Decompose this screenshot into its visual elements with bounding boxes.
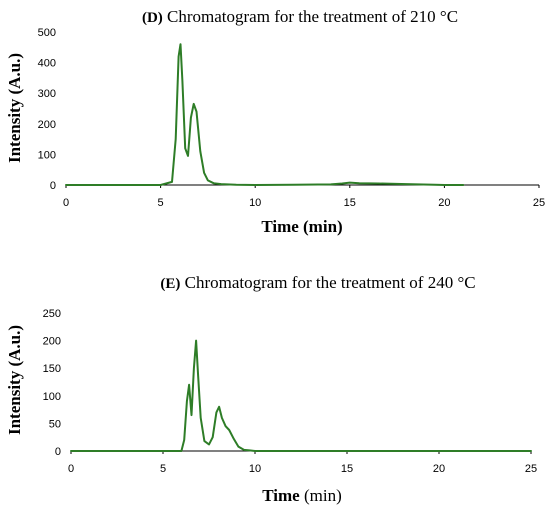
chart-e-x-tick-label: 15 bbox=[341, 463, 353, 475]
chart-d-x-tick-label: 15 bbox=[344, 197, 356, 209]
chart-d-x-axis-label: Time (min) bbox=[261, 217, 342, 236]
chart-e-x-tick-label: 25 bbox=[525, 463, 537, 475]
chart-e-y-tick-label: 250 bbox=[43, 308, 61, 320]
chart-d-y-tick-label: 400 bbox=[38, 58, 56, 70]
chart-d-title-tag: (D) bbox=[142, 10, 163, 26]
chart-d-x-tick-label: 20 bbox=[438, 197, 450, 209]
chart-e-x-axis-label-unit: (min) bbox=[300, 486, 342, 505]
chart-d-title: (D) Chromatogram for the treatment of 21… bbox=[142, 7, 458, 26]
chart-e-y-tick-label: 50 bbox=[49, 418, 61, 430]
chart-e-title-text: Chromatogram for the treatment of 240 °C bbox=[180, 273, 475, 292]
chart-e-y-tick-label: 200 bbox=[43, 336, 61, 348]
chart-d: (D) Chromatogram for the treatment of 21… bbox=[5, 7, 545, 236]
chart-d-x-tick-label: 5 bbox=[158, 197, 164, 209]
chart-e-y-tick-label: 150 bbox=[43, 363, 61, 375]
chart-e-x-tick-label: 20 bbox=[433, 463, 445, 475]
chart-d-y-tick-label: 200 bbox=[38, 119, 56, 131]
chart-d-y-tick-label: 500 bbox=[38, 27, 56, 39]
chart-e-x-tick-label: 5 bbox=[160, 463, 166, 475]
chart-e-y-tick-label: 0 bbox=[55, 446, 61, 458]
chart-e-x-tick-label: 10 bbox=[249, 463, 261, 475]
chart-d-y-axis-label: Intensity (A.u.) bbox=[5, 53, 24, 163]
chart-e-x-axis-label-bold: Time bbox=[262, 486, 300, 505]
chart-d-y-tick-label: 300 bbox=[38, 88, 56, 100]
chart-e: (E) Chromatogram for the treatment of 24… bbox=[5, 273, 537, 505]
chart-e-x-axis-label: Time (min) bbox=[262, 486, 342, 505]
chart-d-x-tick-label: 25 bbox=[533, 197, 545, 209]
chart-d-x-tick-label: 10 bbox=[249, 197, 261, 209]
chart-d-x-tick-label: 0 bbox=[63, 197, 69, 209]
chart-e-title: (E) Chromatogram for the treatment of 24… bbox=[160, 273, 475, 292]
chart-e-series-line bbox=[70, 339, 532, 452]
chart-d-title-text: Chromatogram for the treatment of 210 °C bbox=[163, 7, 458, 26]
chart-e-y-tick-label: 100 bbox=[43, 391, 61, 403]
chart-e-title-tag: (E) bbox=[160, 276, 180, 292]
chart-e-y-axis-label: Intensity (A.u.) bbox=[5, 325, 24, 435]
chart-e-x-tick-label: 0 bbox=[68, 463, 74, 475]
chart-d-series-line bbox=[65, 43, 465, 186]
chart-d-y-tick-label: 100 bbox=[38, 149, 56, 161]
chart-d-y-tick-label: 0 bbox=[50, 180, 56, 192]
